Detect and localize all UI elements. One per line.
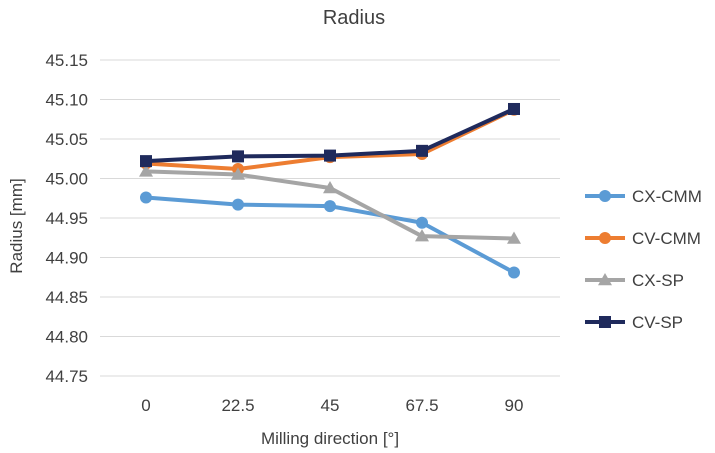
data-point <box>416 216 428 229</box>
data-point <box>599 190 611 202</box>
data-point <box>232 150 244 163</box>
x-tick-label: 45 <box>321 396 340 415</box>
data-point <box>599 232 611 244</box>
data-point <box>139 164 153 177</box>
legend-label: CX-CMM <box>632 187 702 206</box>
x-tick-label: 22.5 <box>221 396 254 415</box>
y-tick-label: 44.90 <box>45 249 88 268</box>
y-tick-labels: 44.75 44.80 44.85 44.90 44.95 45.00 45.05 45.10… <box>45 51 88 386</box>
y-tick-label: 45.05 <box>45 130 88 149</box>
chart-title: Radius <box>323 7 385 29</box>
series-cx-cmm <box>140 191 520 279</box>
series-cv-sp <box>140 102 520 168</box>
gridlines <box>100 59 560 377</box>
x-tick-labels: 0 22.5 45 67.5 90 <box>141 396 523 415</box>
legend-label: CX-SP <box>632 271 684 290</box>
data-point <box>324 149 336 162</box>
series-lines <box>139 102 521 279</box>
legend-item: CV-CMM <box>585 229 701 248</box>
x-axis-title: Milling direction [°] <box>261 429 399 448</box>
y-tick-label: 44.80 <box>45 328 88 347</box>
legend: CX-CMM CV-CMM CX-SP CV-SP <box>585 187 702 332</box>
data-point <box>324 200 336 213</box>
data-point <box>508 266 520 279</box>
y-tick-label: 45.15 <box>45 51 88 70</box>
series-cx-sp <box>139 164 521 244</box>
x-tick-label: 0 <box>141 396 150 415</box>
data-point <box>507 231 521 244</box>
data-point <box>232 198 244 211</box>
data-point <box>598 273 612 286</box>
legend-item: CV-SP <box>585 313 683 332</box>
legend-label: CV-CMM <box>632 229 701 248</box>
data-point <box>415 229 429 242</box>
data-point <box>140 191 152 204</box>
data-point <box>323 180 337 194</box>
data-point <box>140 155 152 168</box>
x-tick-label: 67.5 <box>405 396 438 415</box>
y-tick-label: 44.75 <box>45 367 88 386</box>
x-tick-label: 90 <box>505 396 524 415</box>
y-tick-label: 45.00 <box>45 170 88 189</box>
y-axis-title: Radius [mm] <box>7 178 26 273</box>
legend-label: CV-SP <box>632 313 683 332</box>
legend-item: CX-SP <box>585 271 684 290</box>
y-tick-label: 44.85 <box>45 288 88 307</box>
data-point <box>416 144 428 157</box>
y-tick-label: 44.95 <box>45 209 88 228</box>
data-point <box>231 167 245 180</box>
y-tick-label: 45.10 <box>45 91 88 110</box>
data-point <box>508 102 520 115</box>
data-point <box>599 316 611 328</box>
legend-item: CX-CMM <box>585 187 702 206</box>
